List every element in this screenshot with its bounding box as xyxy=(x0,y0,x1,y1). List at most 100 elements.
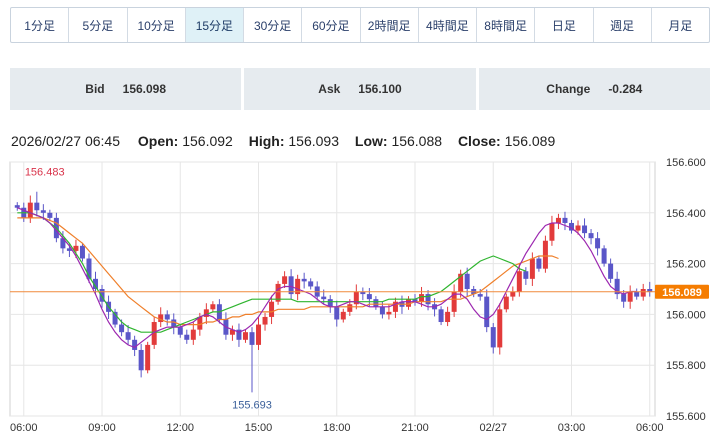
tab-timeframe[interactable]: 2時間足 xyxy=(361,8,419,42)
candle-body xyxy=(555,217,561,223)
candle-body xyxy=(40,210,46,213)
candle-body xyxy=(582,225,588,234)
candle-body xyxy=(275,283,281,302)
candle-body xyxy=(353,291,359,305)
y-tick-label: 156.000 xyxy=(666,309,706,321)
current-price-badge xyxy=(655,284,709,299)
tab-timeframe[interactable]: 60分足 xyxy=(302,8,361,42)
tab-timeframe[interactable]: 週足 xyxy=(594,8,652,42)
x-tick-label: 06:00 xyxy=(636,422,664,434)
close-label: Close: xyxy=(457,133,501,149)
candle-body xyxy=(197,316,203,330)
candle-body xyxy=(373,299,379,307)
candle-body xyxy=(47,212,53,218)
low-value: 156.088 xyxy=(391,133,443,149)
candle-body xyxy=(386,311,392,315)
change-box: Change -0.284 xyxy=(478,68,710,110)
candle-body xyxy=(549,222,555,241)
candle-body xyxy=(477,294,483,297)
candle-body xyxy=(490,327,496,348)
candle-body xyxy=(366,294,372,300)
candle-body xyxy=(262,316,268,325)
candle-body xyxy=(510,291,516,297)
candle-body xyxy=(405,299,411,307)
candle-body xyxy=(529,258,535,279)
y-tick-label: 155.800 xyxy=(666,360,706,372)
candle-body xyxy=(503,296,509,310)
candle-body xyxy=(86,258,92,279)
candle-body xyxy=(627,291,633,302)
tab-timeframe[interactable]: 10分足 xyxy=(128,8,186,42)
candle-body xyxy=(458,273,464,292)
candlestick-chart[interactable]: 156.600 156.400 156.200 156.000 155.800 155.6… xyxy=(0,148,720,440)
candle-body xyxy=(27,202,33,218)
candle-body xyxy=(438,309,444,323)
candle-body xyxy=(340,311,346,320)
candle-body xyxy=(419,294,425,302)
candle-body xyxy=(73,245,79,251)
candle-body xyxy=(249,332,255,345)
current-price-label: 156.089 xyxy=(662,287,702,299)
candle-body xyxy=(327,299,333,307)
bid-value: 156.098 xyxy=(122,82,167,96)
open-value: 156.092 xyxy=(182,133,233,149)
x-tick-label: 15:00 xyxy=(245,422,273,434)
change-label: Change xyxy=(546,82,591,96)
tab-timeframe[interactable]: 日足 xyxy=(535,8,594,42)
y-tick-label: 156.600 xyxy=(666,157,706,169)
candle-body xyxy=(392,301,398,312)
candle-body xyxy=(190,329,196,340)
candle-body xyxy=(184,334,190,340)
bid-box: Bid 156.098 xyxy=(10,68,242,110)
candle-body xyxy=(536,258,542,269)
candle-body xyxy=(164,314,170,320)
candle-body xyxy=(295,278,301,295)
tab-timeframe[interactable]: 1分足 xyxy=(11,8,70,42)
candle-body xyxy=(608,263,614,279)
candle-body xyxy=(308,281,314,287)
tab-timeframe[interactable]: 4時間足 xyxy=(419,8,477,42)
candle-body xyxy=(34,202,40,211)
x-tick-label: 02/27 xyxy=(479,422,507,434)
candle-body xyxy=(66,248,72,251)
tab-timeframe[interactable]: 15分足 xyxy=(185,8,244,42)
tab-timeframe[interactable]: 5分足 xyxy=(69,8,128,42)
candle-body xyxy=(568,222,574,231)
candle-body xyxy=(621,294,627,302)
candle-body xyxy=(14,205,20,208)
tab-timeframe[interactable]: 8時間足 xyxy=(477,8,536,42)
high-value: 156.093 xyxy=(288,133,339,149)
close-value: 156.089 xyxy=(504,133,556,149)
candle-body xyxy=(288,276,294,295)
low-label: Low: xyxy=(354,133,388,149)
candle-body xyxy=(425,294,431,305)
candle-body xyxy=(60,238,66,249)
candle-body xyxy=(132,339,138,350)
candle-body xyxy=(151,322,157,345)
candle-body xyxy=(125,332,131,340)
x-tick-label: 09:00 xyxy=(88,422,116,434)
candle-body xyxy=(542,240,548,269)
candle-body xyxy=(242,332,248,340)
candle-body xyxy=(119,324,125,333)
candle-body xyxy=(282,276,288,284)
candle-body xyxy=(347,304,353,312)
tab-timeframe[interactable]: 月足 xyxy=(668,18,693,33)
candle-body xyxy=(575,225,581,231)
tab-timeframe[interactable]: 30分足 xyxy=(244,8,303,42)
ma-long-line xyxy=(17,217,559,326)
candle-body xyxy=(588,233,594,239)
candle-body xyxy=(634,291,640,297)
candle-body xyxy=(562,217,568,223)
ohlc-readout: 2026/02/27 06:45 Open: 156.092 High: 156… xyxy=(11,133,555,149)
open-label: Open: xyxy=(137,133,179,149)
candle-body xyxy=(360,291,366,295)
candle-body xyxy=(334,306,340,320)
ohlc-datetime: 2026/02/27 06:45 xyxy=(11,133,120,149)
candle-body xyxy=(301,278,307,282)
candle-body xyxy=(99,289,105,302)
y-tick-label: 156.200 xyxy=(666,259,706,271)
candle-body xyxy=(601,248,607,264)
x-tick-label: 18:00 xyxy=(323,422,351,434)
candle-body xyxy=(256,324,262,345)
